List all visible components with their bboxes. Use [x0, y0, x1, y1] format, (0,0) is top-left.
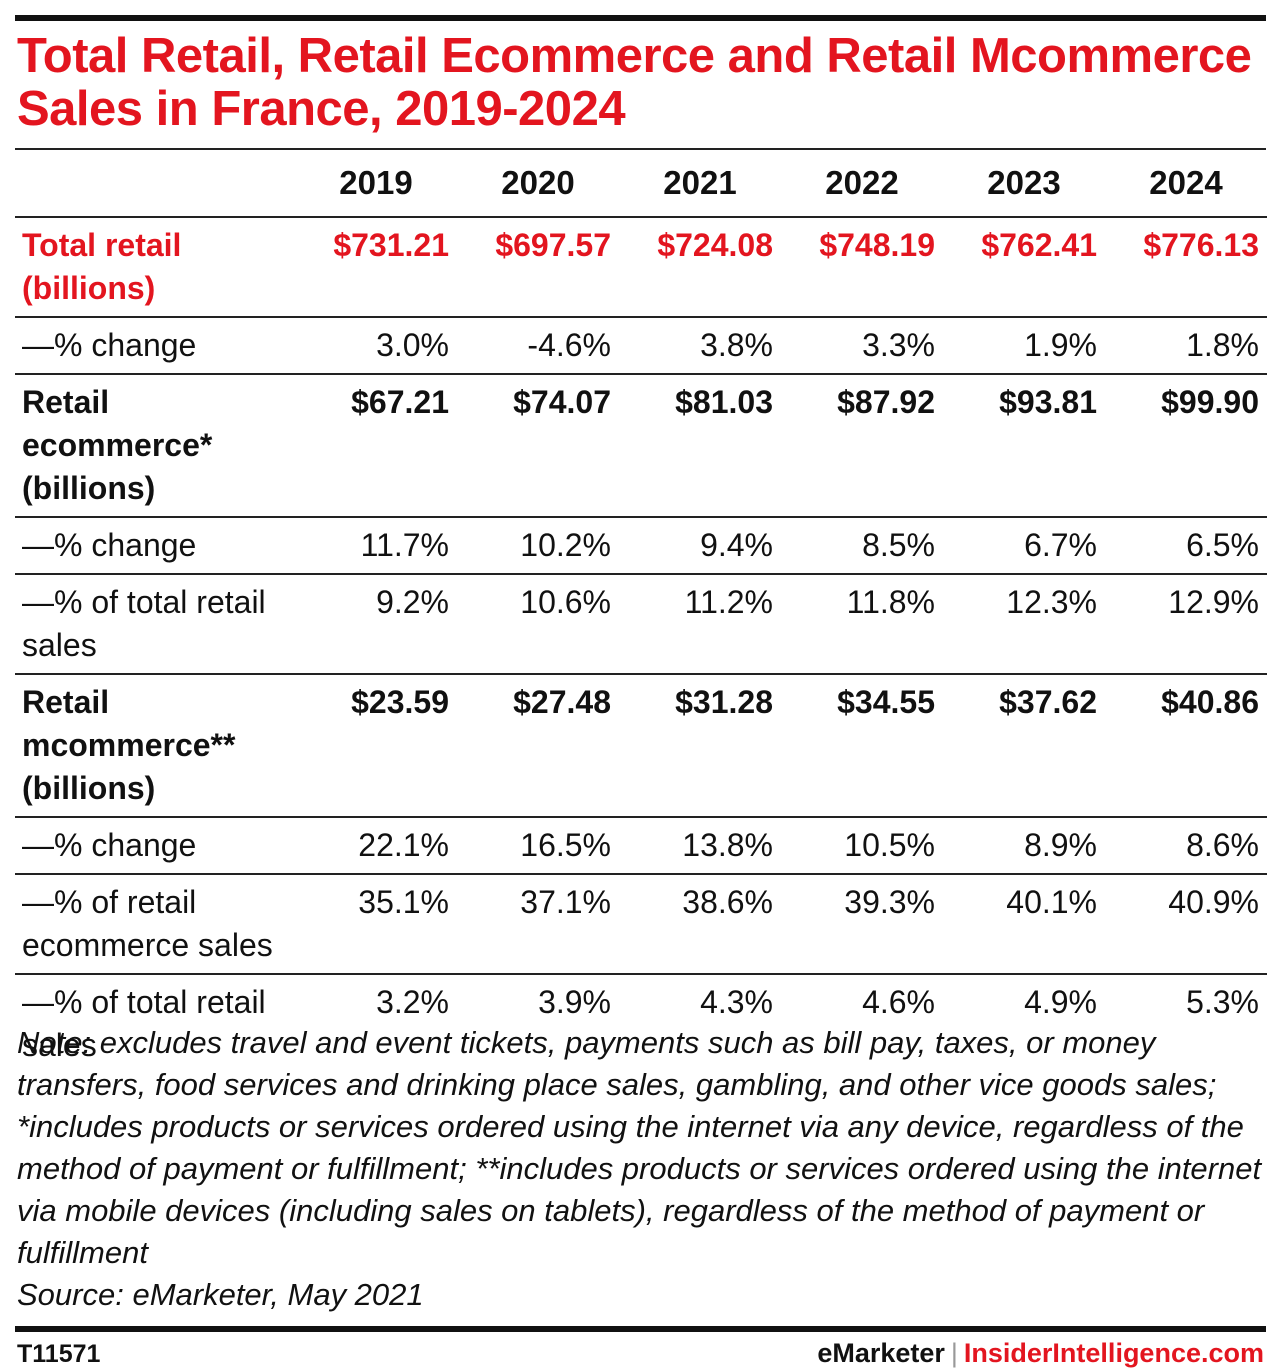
data-cell: 5.3% [1186, 984, 1259, 1020]
row-label: —% of retail ecommerce sales [15, 874, 295, 975]
brand-site: InsiderIntelligence.com [963, 1338, 1264, 1368]
data-cell: $776.13 [1105, 217, 1267, 318]
table-row: —% of total retail sales 3.2% 3.9% 4.3% 4.6%… [15, 974, 1267, 1073]
column-header: 2023 [943, 150, 1105, 218]
data-cell: 13.8% [619, 817, 781, 875]
top-rule [15, 15, 1266, 21]
data-cell: 10.5% [781, 817, 943, 875]
column-header: 2024 [1105, 150, 1267, 218]
data-cell: 4.3% [700, 984, 773, 1020]
chart-title: Total Retail, Retail Ecommerce and Retai… [17, 29, 1252, 136]
data-cell: 6.5% [1105, 517, 1267, 575]
data-cell: 1.8% [1105, 317, 1267, 375]
data-cell: 3.9% [538, 984, 611, 1020]
data-cell: 35.1% [295, 874, 457, 975]
data-cell: 22.1% [295, 817, 457, 875]
data-table: 2019 2020 2021 2022 2023 2024 Total reta… [15, 150, 1267, 1073]
row-label: Retail ecommerce* (billions) [15, 374, 295, 518]
table-row: —% of total retail sales 9.2% 10.6% 11.2% 11… [15, 574, 1267, 675]
data-cell: 8.6% [1105, 817, 1267, 875]
row-label: —% change [15, 817, 295, 875]
data-cell: 3.2% [376, 984, 449, 1020]
data-cell: 11.2% [619, 574, 781, 675]
table-row: Retail mcommerce** (billions) $23.59 $27.4… [15, 674, 1267, 818]
row-label: —% of total retail sales [15, 574, 295, 675]
data-cell: 6.7% [943, 517, 1105, 575]
table-row: —% change 22.1% 16.5% 13.8% 10.5% 8.9% 8.6% [15, 817, 1267, 875]
brand-name: eMarketer [817, 1338, 945, 1368]
data-cell: $31.28 [619, 674, 781, 818]
data-cell: $40.86 [1105, 674, 1267, 818]
data-cell: 9.4% [619, 517, 781, 575]
data-cell: 38.6% [619, 874, 781, 975]
bottom-rule [15, 1326, 1266, 1332]
source-text: Source: eMarketer, May 2021 [17, 1277, 424, 1312]
header-row: 2019 2020 2021 2022 2023 2024 [15, 150, 1267, 218]
data-cell: 10.2% [457, 517, 619, 575]
data-cell: $74.07 [457, 374, 619, 518]
data-cell: $724.08 [619, 217, 781, 318]
data-cell: $34.55 [781, 674, 943, 818]
data-cell: $93.81 [943, 374, 1105, 518]
data-cell: 3.3% [781, 317, 943, 375]
data-cell: 16.5% [457, 817, 619, 875]
data-cell: $81.03 [619, 374, 781, 518]
table-body: Total retail (billions) $731.21 $697.57 $72… [15, 217, 1267, 1073]
data-cell: 12.9% [1105, 574, 1267, 675]
data-cell: 1.9% [943, 317, 1105, 375]
data-cell: 4.6% [862, 984, 935, 1020]
table-row: —% of retail ecommerce sales 35.1% 37.1% 38… [15, 874, 1267, 975]
column-header: 2019 [295, 150, 457, 218]
data-cell: 11.8% [781, 574, 943, 675]
row-label: Retail mcommerce** (billions) [15, 674, 295, 818]
table-row: —% change 11.7% 10.2% 9.4% 8.5% 6.7% 6.5% [15, 517, 1267, 575]
data-cell: $87.92 [781, 374, 943, 518]
data-cell: 40.9% [1105, 874, 1267, 975]
data-cell: 3.8% [619, 317, 781, 375]
data-cell: $748.19 [781, 217, 943, 318]
row-label: —% of total retail sales [22, 984, 266, 1063]
data-cell: 39.3% [781, 874, 943, 975]
data-cell: 8.5% [781, 517, 943, 575]
table-row: Retail ecommerce* (billions) $67.21 $74.07… [15, 374, 1267, 518]
column-header: 2020 [457, 150, 619, 218]
header-label-cell [15, 150, 295, 218]
data-cell: $67.21 [295, 374, 457, 518]
data-cell: 3.0% [295, 317, 457, 375]
data-cell: 11.7% [295, 517, 457, 575]
row-label: Total retail (billions) [15, 217, 295, 318]
row-label: —% change [15, 317, 295, 375]
note-text: Note: excludes travel and event tickets,… [17, 1025, 1262, 1270]
data-cell: 12.3% [943, 574, 1105, 675]
data-cell: $762.41 [943, 217, 1105, 318]
data-cell: 8.9% [943, 817, 1105, 875]
column-header: 2022 [781, 150, 943, 218]
data-cell: 9.2% [295, 574, 457, 675]
brand-separator: | [950, 1338, 958, 1368]
data-cell: $23.59 [295, 674, 457, 818]
data-cell: $99.90 [1105, 374, 1267, 518]
table-row: Total retail (billions) $731.21 $697.57 $72… [15, 217, 1267, 318]
data-cell: $27.48 [457, 674, 619, 818]
column-header: 2021 [619, 150, 781, 218]
chart-id: T11571 [17, 1340, 101, 1368]
data-cell: -4.6% [457, 317, 619, 375]
row-label: —% change [15, 517, 295, 575]
data-cell: 40.1% [943, 874, 1105, 975]
chart-note: Note: excludes travel and event tickets,… [17, 1022, 1267, 1316]
data-cell: 37.1% [457, 874, 619, 975]
data-cell: $697.57 [457, 217, 619, 318]
footer-brand: eMarketer | InsiderIntelligence.com [817, 1338, 1264, 1369]
table-row: —% change 3.0% -4.6% 3.8% 3.3% 1.9% 1.8% [15, 317, 1267, 375]
title-divider [15, 148, 1266, 150]
data-cell: $731.21 [295, 217, 457, 318]
data-cell: 4.9% [1024, 984, 1097, 1020]
data-cell: $37.62 [943, 674, 1105, 818]
data-cell: 10.6% [457, 574, 619, 675]
